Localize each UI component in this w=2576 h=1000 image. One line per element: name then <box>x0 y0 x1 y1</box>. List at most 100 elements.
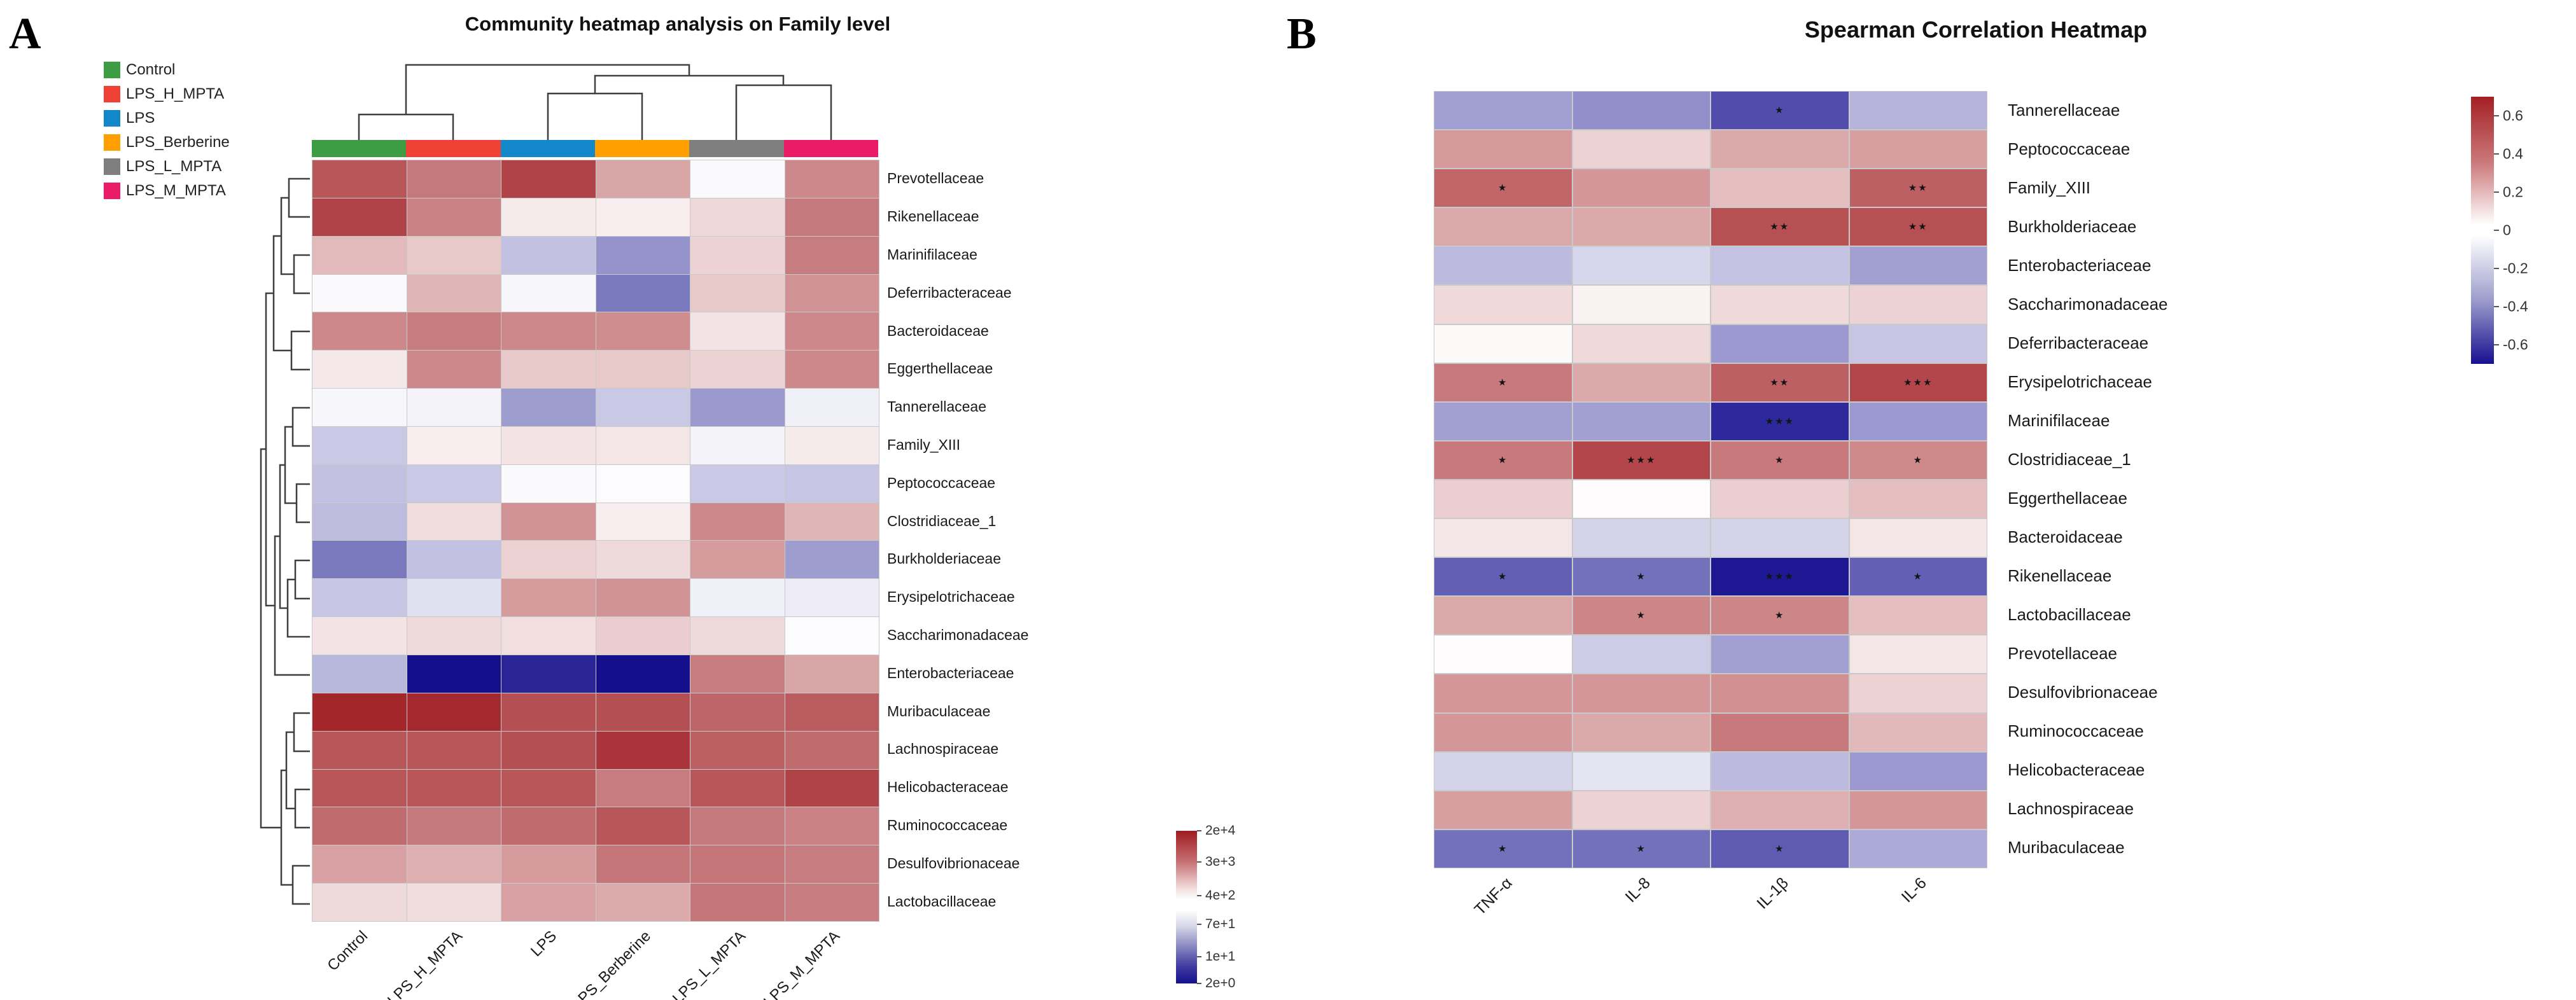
heatmap-b-cell <box>1572 713 1710 751</box>
heatmap-b-cell: ★ <box>1711 441 1849 479</box>
row-dendrogram <box>260 177 310 905</box>
heatmap-b-cell: ★★★ <box>1849 363 1987 401</box>
row-label: Rikenellaceae <box>2008 566 2112 585</box>
heatmap-b-cell <box>1434 286 1572 324</box>
heatmap-b-cell <box>1572 130 1710 169</box>
significance-stars: ★ <box>1775 843 1785 854</box>
heatmap-a-cell <box>312 884 407 921</box>
legend-swatch <box>104 182 120 199</box>
row-label: Rikenellaceae <box>887 208 979 225</box>
heatmap-b-cell <box>1849 635 1987 674</box>
heatmap-b-cell: ★ <box>1434 558 1572 596</box>
heatmap-a-cell <box>690 351 785 389</box>
row-label: Marinifilaceae <box>2008 411 2110 430</box>
heatmap-b-cell <box>1849 519 1987 557</box>
heatmap-a-cell <box>596 274 690 312</box>
x-axis-label: Control <box>324 927 372 975</box>
row-label: Muribaculaceae <box>2008 838 2125 857</box>
heatmap-a-cell <box>690 389 785 426</box>
row-label: Bacteroidaceae <box>887 322 989 339</box>
colorbar-tick-label: 1e+1 <box>1205 949 1236 964</box>
heatmap-b-cell: ★★★ <box>1711 558 1849 596</box>
row-label: Erysipelotrichaceae <box>887 588 1015 606</box>
heatmap-a-cell <box>407 389 501 426</box>
heatmap-a-cell <box>596 769 690 807</box>
heatmap-a-cell <box>785 655 879 693</box>
heatmap-a-cell <box>785 503 879 541</box>
heatmap-b-cell <box>1849 324 1987 363</box>
colorbar-tick <box>1197 956 1201 957</box>
heatmap-b-cell: ★★★ <box>1711 402 1849 440</box>
heatmap-a-cell <box>501 617 596 655</box>
heatmap-a-cell <box>785 274 879 312</box>
heatmap-a-cell <box>312 693 407 731</box>
panel-b-title: Spearman Correlation Heatmap <box>1804 17 2148 43</box>
legend-swatch <box>104 61 120 78</box>
heatmap-b-cell <box>1572 92 1710 130</box>
colorbar-tick <box>2494 153 2499 155</box>
colorbar-tick-label: 0 <box>2503 221 2511 239</box>
row-label: Eggerthellaceae <box>887 360 993 377</box>
heatmap-a-cell <box>785 426 879 464</box>
heatmap-a-cell <box>690 617 785 655</box>
heatmap-b-cell: ★★ <box>1849 169 1987 207</box>
row-label: Helicobacteraceae <box>2008 760 2145 779</box>
heatmap-b-cell <box>1572 674 1710 712</box>
heatmap-a-cell <box>596 541 690 579</box>
heatmap-a-cell <box>785 312 879 351</box>
row-label: Enterobacteriaceae <box>887 664 1014 681</box>
heatmap-b-cell <box>1434 480 1572 518</box>
colorbar-tick-label: 2e+0 <box>1205 976 1236 990</box>
heatmap-b-cell <box>1849 402 1987 440</box>
significance-stars: ★ <box>1913 571 1923 583</box>
heatmap-a-cell <box>312 426 407 464</box>
heatmap-a-cell <box>501 845 596 884</box>
heatmap-a-cell <box>596 617 690 655</box>
heatmap-a-cell <box>596 389 690 426</box>
heatmap-a-cell <box>596 655 690 693</box>
heatmap-b-cell <box>1572 324 1710 363</box>
column-group-segment <box>594 140 690 157</box>
row-label: Desulfovibrionaceae <box>2008 683 2158 702</box>
row-label: Family_XIII <box>887 436 961 453</box>
heatmap-a-cell <box>312 731 407 769</box>
heatmap-b-cell <box>1849 791 1987 829</box>
row-label: Ruminococcaceae <box>887 816 1008 833</box>
heatmap-a-cell <box>312 845 407 884</box>
heatmap-a-cell <box>501 351 596 389</box>
x-axis-label: IL-6 <box>1898 874 1930 906</box>
heatmap-b-cell <box>1849 480 1987 518</box>
heatmap-a-cell <box>785 884 879 921</box>
row-label: Deferribacteraceae <box>2008 333 2149 352</box>
significance-stars: ★ <box>1636 843 1646 854</box>
heatmap-a-cell <box>690 198 785 236</box>
legend-item: LPS_H_MPTA <box>104 85 230 102</box>
heatmap-a-cell <box>501 807 596 845</box>
heatmap-b-cell <box>1572 635 1710 674</box>
heatmap-a-cell <box>407 426 501 464</box>
heatmap-a-cell <box>785 807 879 845</box>
heatmap-b-cell <box>1711 713 1849 751</box>
heatmap-a-cell <box>407 274 501 312</box>
heatmap-b-cell <box>1711 286 1849 324</box>
row-label: Family_XIII <box>2008 178 2091 197</box>
heatmap-b-cell: ★ <box>1711 92 1849 130</box>
heatmap-a-cell <box>501 198 596 236</box>
significance-stars: ★★ <box>1908 221 1928 233</box>
x-axis-label: IL-8 <box>1621 874 1654 906</box>
row-label: Lactobacillaceae <box>2008 605 2131 624</box>
heatmap-b-cell <box>1849 830 1987 868</box>
heatmap-b-cell <box>1434 635 1572 674</box>
heatmap-b-cell: ★ <box>1434 169 1572 207</box>
heatmap-a-cell <box>407 160 501 198</box>
heatmap-a-cell <box>690 541 785 579</box>
heatmap-a-cell <box>407 617 501 655</box>
heatmap-a-cell <box>785 693 879 731</box>
heatmap-b-cell: ★★ <box>1849 208 1987 246</box>
significance-stars: ★ <box>1775 454 1785 466</box>
significance-stars: ★★ <box>1908 183 1928 194</box>
significance-stars: ★ <box>1498 454 1508 466</box>
heatmap-a-cell <box>785 198 879 236</box>
heatmap-b-cell <box>1572 791 1710 829</box>
